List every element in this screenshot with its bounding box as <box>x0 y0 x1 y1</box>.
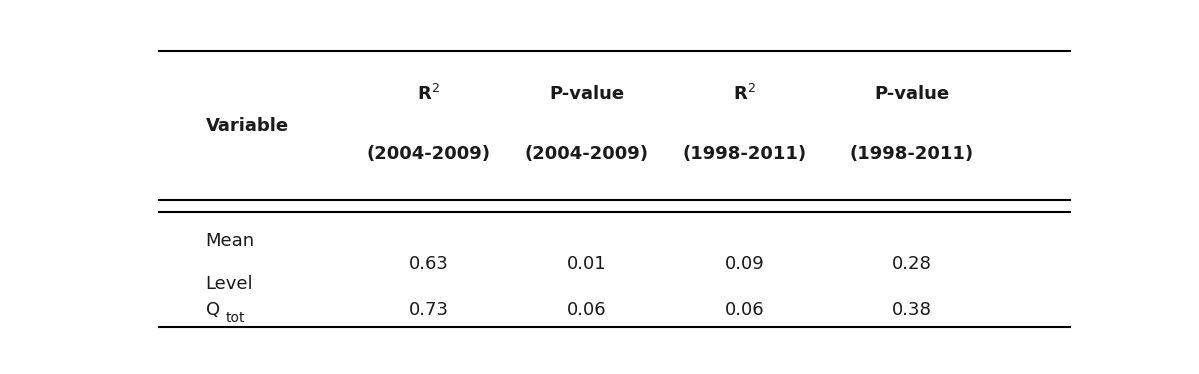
Text: tot: tot <box>225 311 245 325</box>
Text: Variable: Variable <box>206 117 289 135</box>
Text: R$^2$: R$^2$ <box>733 84 757 104</box>
Text: Mean: Mean <box>206 232 254 250</box>
Text: 0.06: 0.06 <box>724 301 765 319</box>
Text: P-value: P-value <box>874 85 950 103</box>
Text: 0.09: 0.09 <box>724 255 765 273</box>
Text: 0.28: 0.28 <box>892 255 932 273</box>
Text: P-value: P-value <box>549 85 625 103</box>
Text: (1998-2011): (1998-2011) <box>682 145 807 163</box>
Text: 0.73: 0.73 <box>409 301 448 319</box>
Text: (2004-2009): (2004-2009) <box>367 145 490 163</box>
Text: (2004-2009): (2004-2009) <box>525 145 649 163</box>
Text: 0.06: 0.06 <box>567 301 607 319</box>
Text: 0.38: 0.38 <box>892 301 932 319</box>
Text: R$^2$: R$^2$ <box>417 84 440 104</box>
Text: 0.63: 0.63 <box>409 255 448 273</box>
Text: Level: Level <box>206 275 253 293</box>
Text: (1998-2011): (1998-2011) <box>850 145 974 163</box>
Text: Q: Q <box>206 301 219 319</box>
Text: 0.01: 0.01 <box>567 255 607 273</box>
